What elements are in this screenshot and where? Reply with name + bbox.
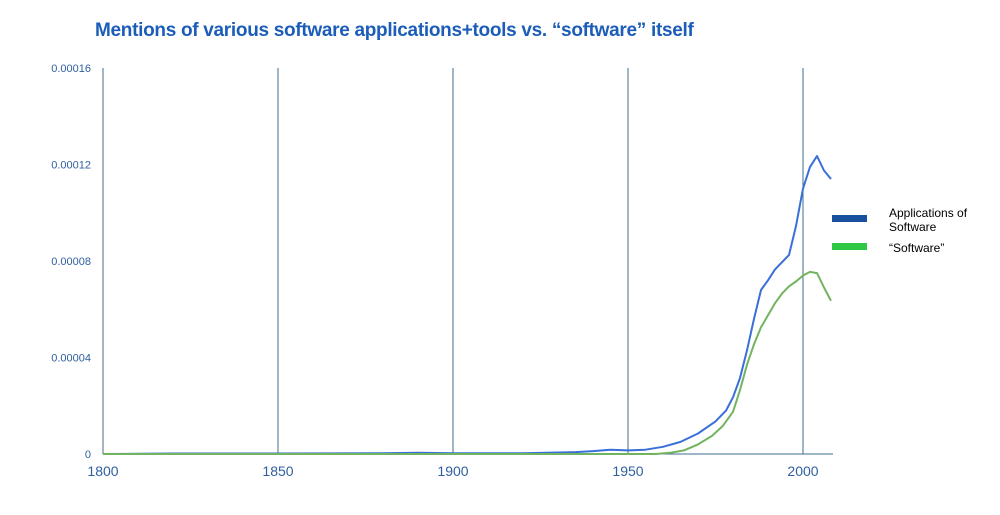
x-tick-label: 1800: [87, 463, 118, 479]
legend-swatch-applications: [832, 215, 867, 222]
series-lines: [102, 155, 832, 455]
gridlines: [102, 68, 804, 454]
x-tick-label: 2000: [787, 463, 818, 479]
x-tick-label: 1850: [262, 463, 293, 479]
series-line-software: [103, 270, 832, 455]
y-tick-label: 0.00004: [51, 353, 91, 365]
x-tick-label: 1900: [437, 463, 468, 479]
legend: Applications of Software “Software”: [832, 206, 968, 255]
y-tick-label: 0: [85, 449, 91, 461]
legend-label-software: “Software”: [889, 241, 944, 255]
legend-swatch-software: [832, 243, 867, 250]
x-tick-label: 1950: [612, 463, 643, 479]
legend-label-applications: Applications of Software: [889, 206, 968, 234]
y-tick-label: 0.00016: [51, 63, 91, 75]
y-tick-label: 0.00012: [51, 160, 91, 172]
y-tick-label: 0.00008: [51, 256, 91, 268]
series-line-applications: [102, 155, 832, 455]
chart-title: Mentions of various software application…: [95, 20, 694, 41]
axes: 0 0.00004 0.00008 0.00012 0.00016 1800 1850 190…: [51, 63, 833, 479]
